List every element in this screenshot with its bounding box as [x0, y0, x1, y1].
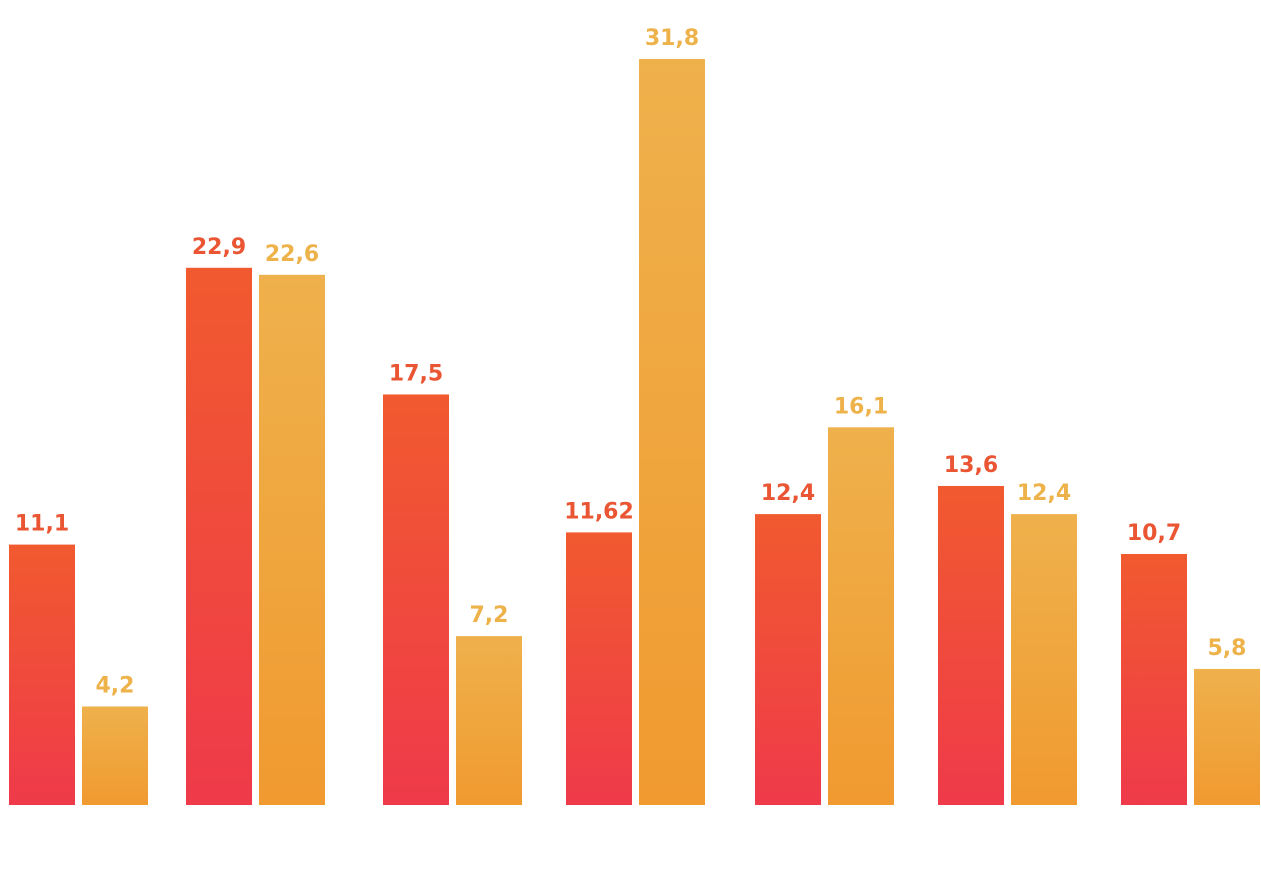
bar-series-1-item-5 [755, 514, 821, 805]
data-label-series-2-item-2: 22,6 [265, 242, 319, 267]
data-label-series-2-item-6: 12,4 [1017, 481, 1071, 506]
bar-series-1-item-2 [186, 267, 252, 806]
data-label-series-1-item-7: 10,7 [1127, 521, 1181, 546]
data-label-series-2-item-4: 31,8 [645, 26, 699, 51]
data-label-series-1-item-6: 13,6 [944, 453, 998, 478]
data-label-series-1-item-1: 11,1 [15, 512, 69, 537]
bar-series-1-item-7 [1121, 553, 1187, 805]
bar-series-1-item-4 [566, 532, 632, 805]
data-label-series-1-item-5: 12,4 [761, 481, 815, 506]
bars-group [9, 59, 1260, 806]
bar-series-2-item-7 [1194, 668, 1260, 805]
bar-series-2-item-5 [828, 427, 894, 805]
data-label-series-2-item-1: 4,2 [96, 673, 135, 698]
data-label-series-1-item-4: 11,62 [564, 499, 634, 524]
bar-series-2-item-6 [1011, 514, 1077, 805]
bar-series-2-item-4 [639, 59, 705, 805]
data-labels-group: 11,1 22,9 17,5 11,62 12,4 13,6 10,7 4,2 22,6 7,2 3… [15, 26, 1247, 698]
bar-series-2-item-1 [82, 706, 148, 805]
data-label-series-2-item-3: 7,2 [470, 603, 509, 628]
bar-series-1-item-3 [383, 394, 449, 805]
data-label-series-1-item-3: 17,5 [389, 361, 443, 386]
bar-series-2-item-3 [456, 636, 522, 805]
bar-series-2-item-2 [259, 274, 325, 805]
bar-series-1-item-1 [9, 544, 75, 805]
data-label-series-2-item-7: 5,8 [1208, 636, 1247, 661]
data-label-series-1-item-2: 22,9 [192, 235, 246, 260]
data-label-series-2-item-5: 16,1 [834, 394, 888, 419]
bar-series-1-item-6 [938, 485, 1004, 805]
